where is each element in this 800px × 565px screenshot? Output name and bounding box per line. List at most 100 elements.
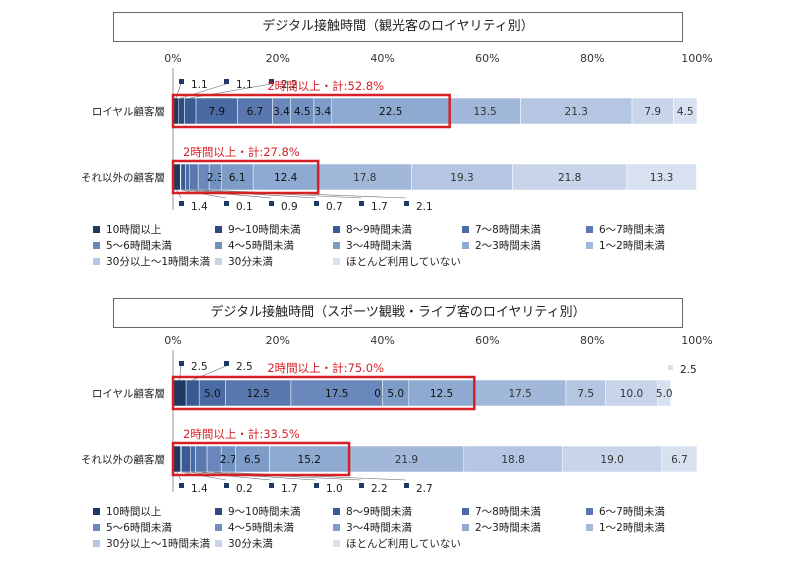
axis-tick-label: 60% [475,52,499,65]
data-label: 3.4 [273,106,290,118]
chart-panel-2: デジタル接触時間（スポーツ観戦・ライブ客のロイヤリティ別） 0% 20% 40% 60… [0,282,800,565]
category-label: ロイヤル顧客層 [92,387,165,400]
small-value-label: 1.4 [191,483,208,495]
chart-1-svg: 0% 20% 40% 60% 80% 100% ロイヤル顧客層 1.1 1.1 2.2 7.9 6.7… [81,52,713,213]
chart-title-2: デジタル接触時間（スポーツ観戦・ライブ客のロイヤリティ別） [113,298,683,328]
small-value-marker [179,79,184,84]
small-value-marker [359,483,364,488]
legend-swatch [215,242,222,249]
data-label: 5.0 [387,388,404,400]
legend-item: 9～10時間未満 [215,222,301,237]
small-value-label: 2.1 [416,201,433,213]
data-label: 2.3 [207,172,224,184]
annotation-text: 2時間以上・計:33.5% [183,427,300,441]
annotation-text: 2時間以上・計:27.8% [183,145,300,159]
bar-segment [657,379,672,407]
data-label: 6.1 [229,172,246,184]
legend-label: 10時間以上 [106,506,162,518]
bar-segment [269,445,350,473]
bar-segment [190,445,196,473]
small-value-label: 0.7 [326,201,343,213]
axis-tick-label: 60% [475,334,499,347]
bar-segment [631,97,674,125]
bar-segment [673,97,698,125]
legend-item: 10時間以上 [93,222,161,237]
legend-item: 8～9時間未満 [333,504,412,519]
data-label: 22.5 [379,106,402,118]
bar-segment [195,445,208,473]
legend-label: 8～9時間未満 [346,224,412,236]
small-value-marker [179,483,184,488]
small-value-marker [224,201,229,206]
legend-swatch [215,508,222,515]
small-value-marker [314,483,319,488]
legend-2: 10時間以上 9～10時間未満 8～9時間未満 7～8時間未満 6～7時間未満 5～6時間… [0,504,800,556]
legend-swatch [586,226,593,233]
small-value-label: 0.2 [236,483,253,495]
small-value-label: 2.5 [680,364,697,376]
small-value-marker [269,483,274,488]
data-label: 17.5 [325,388,348,400]
legend-item: 30分以上～1時間未満 [93,254,210,269]
legend-label: 10時間以上 [106,224,162,236]
bar-segment [235,445,270,473]
legend-swatch [462,524,469,531]
legend-label: 30分未満 [228,538,273,550]
small-value-marker [404,201,409,206]
data-label: 19.0 [600,454,623,466]
small-value-label: 2.2 [371,483,388,495]
bar-segment [463,445,563,473]
legend-swatch [93,508,100,515]
data-label: 12.4 [274,172,298,184]
axis-tick-label: 100% [681,52,712,65]
bar-segment [184,97,197,125]
legend-label: 3～4時間未満 [346,240,412,252]
legend-swatch [93,226,100,233]
data-label: 21.8 [558,172,581,184]
legend-label: 9～10時間未満 [228,224,301,236]
bar-segment [449,97,521,125]
legend-item: 5～6時間未満 [93,520,172,535]
small-value-label: 1.1 [191,79,208,91]
legend-label: 4～5時間未満 [228,522,294,534]
legend-swatch [586,508,593,515]
small-value-marker [179,361,184,366]
bar-segment [178,97,185,125]
small-value-marker [224,483,229,488]
legend-swatch [215,540,222,547]
legend-item: 2～3時間未満 [462,238,541,253]
axis-tick-label: 80% [580,52,604,65]
legend-swatch [462,242,469,249]
small-value-marker [224,361,229,366]
small-value-marker [668,365,673,370]
legend-swatch [215,226,222,233]
legend-label: 30分以上～1時間未満 [106,538,211,550]
bar-segment [661,445,698,473]
small-value-marker [359,201,364,206]
data-label: 18.8 [501,454,524,466]
bar-segment [180,163,186,191]
legend-item: 30分未満 [215,254,273,269]
small-value-label: 1.7 [371,201,388,213]
legend-item: 3～4時間未満 [333,238,412,253]
bar-segment [237,97,273,125]
legend-swatch [333,540,340,547]
annotation-text: 2時間以上・計:75.0% [267,361,384,375]
legend-label: 5～6時間未満 [106,522,172,534]
small-value-label: 0.9 [281,201,298,213]
data-label: 7.5 [577,388,594,400]
legend-item: 4～5時間未満 [215,238,294,253]
legend-label: 1～2時間未満 [599,240,665,252]
highlight-box [171,159,320,195]
bar-segment [172,379,187,407]
data-label: 13.5 [473,106,496,118]
small-value-label: 1.1 [236,79,253,91]
axis-tick-label: 40% [370,52,394,65]
legend-item: 3～4時間未満 [333,520,412,535]
data-label: 21.9 [395,454,418,466]
legend-label: 5～6時間未満 [106,240,172,252]
legend-swatch [333,242,340,249]
legend-swatch [333,258,340,265]
legend-item: 1～2時間未満 [586,520,665,535]
category-label: それ以外の顧客層 [81,171,165,184]
